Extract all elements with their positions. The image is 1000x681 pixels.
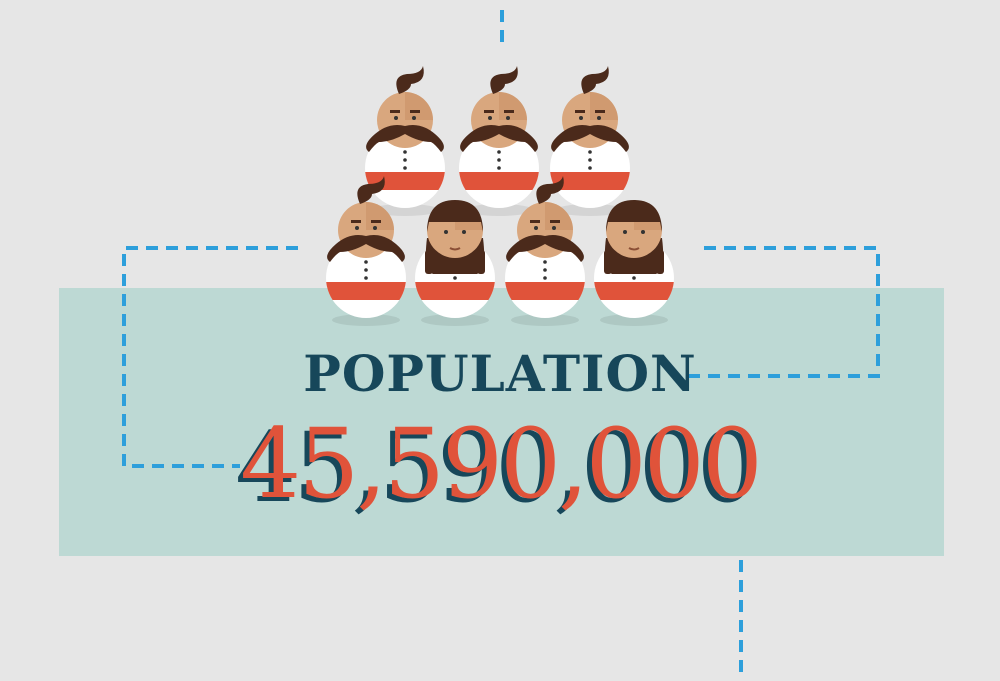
stat-value: 45,590,000 (240, 408, 763, 520)
stat-label: POPULATION (303, 344, 697, 403)
man-figure (550, 66, 630, 216)
woman-figure (594, 200, 674, 326)
connector-left (122, 246, 298, 468)
man-figure (365, 66, 445, 216)
connector-right (680, 246, 880, 378)
man-figure (326, 176, 406, 326)
man-figure (505, 176, 585, 326)
stat-panel (59, 288, 944, 556)
woman-figure (415, 200, 495, 326)
man-figure (459, 66, 539, 216)
